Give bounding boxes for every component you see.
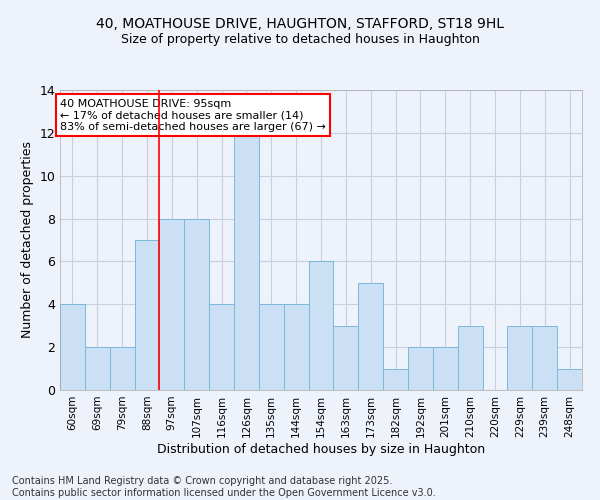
Y-axis label: Number of detached properties: Number of detached properties (21, 142, 34, 338)
Text: 40, MOATHOUSE DRIVE, HAUGHTON, STAFFORD, ST18 9HL: 40, MOATHOUSE DRIVE, HAUGHTON, STAFFORD,… (96, 18, 504, 32)
Bar (259, 304, 284, 390)
X-axis label: Distribution of detached houses by size in Haughton: Distribution of detached houses by size … (157, 442, 485, 456)
Bar (408, 347, 433, 390)
Bar (557, 368, 582, 390)
Bar (85, 347, 110, 390)
Bar (308, 262, 334, 390)
Bar (160, 218, 184, 390)
Text: Size of property relative to detached houses in Haughton: Size of property relative to detached ho… (121, 32, 479, 46)
Bar (110, 347, 134, 390)
Bar (284, 304, 308, 390)
Bar (458, 326, 482, 390)
Bar (209, 304, 234, 390)
Bar (433, 347, 458, 390)
Bar (134, 240, 160, 390)
Bar (184, 218, 209, 390)
Bar (508, 326, 532, 390)
Bar (234, 133, 259, 390)
Bar (532, 326, 557, 390)
Bar (60, 304, 85, 390)
Bar (383, 368, 408, 390)
Text: Contains HM Land Registry data © Crown copyright and database right 2025.
Contai: Contains HM Land Registry data © Crown c… (12, 476, 436, 498)
Text: 40 MOATHOUSE DRIVE: 95sqm
← 17% of detached houses are smaller (14)
83% of semi-: 40 MOATHOUSE DRIVE: 95sqm ← 17% of detac… (60, 98, 326, 132)
Bar (358, 283, 383, 390)
Bar (334, 326, 358, 390)
